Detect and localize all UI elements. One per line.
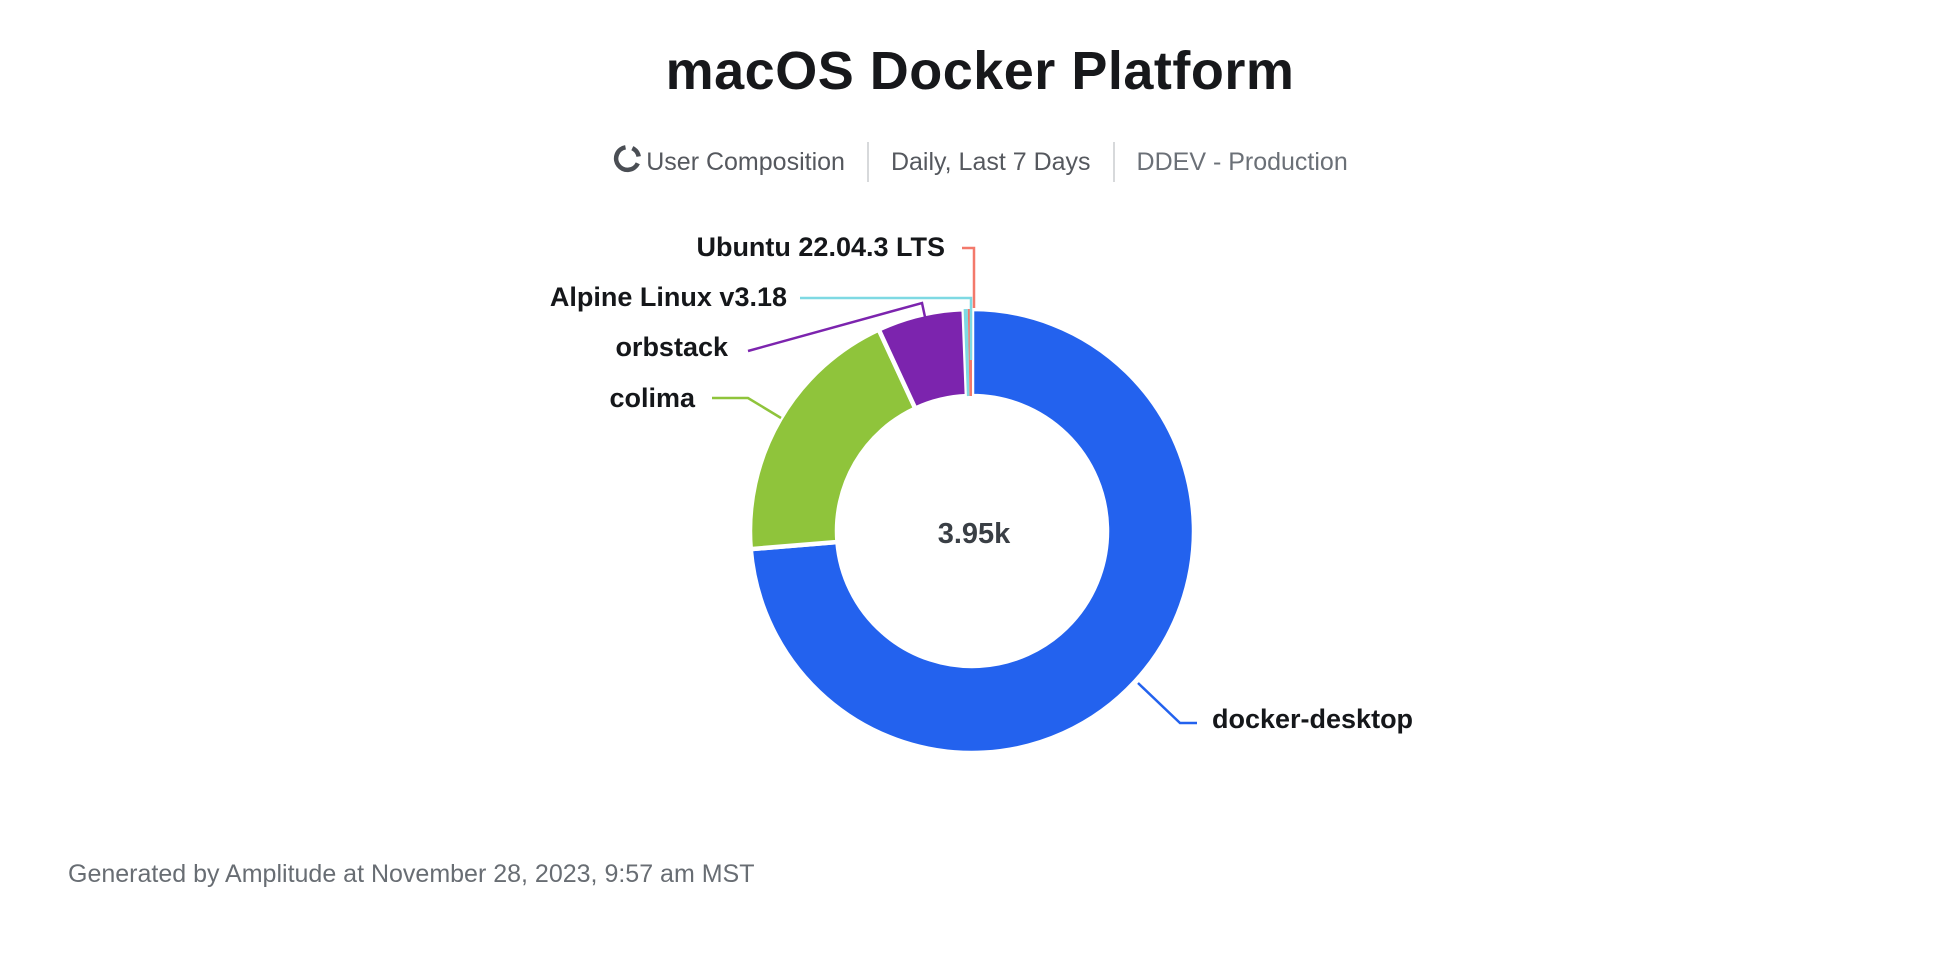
meta-divider: [866, 142, 869, 182]
alpine-leader-line: [800, 296, 973, 360]
meta-date-range-label: Daily, Last 7 Days: [890, 147, 1091, 176]
label-colima: colima: [609, 383, 696, 413]
colima-leader-line: [712, 396, 782, 420]
chart-title: macOS Docker Platform: [665, 41, 1295, 101]
slice-alpine-linux-v3-18[interactable]: [963, 309, 970, 397]
meta-segment-label: DDEV - Production: [1136, 147, 1348, 176]
slice-docker-desktop[interactable]: [748, 306, 1197, 756]
meta-chart-type-label: User Composition: [646, 147, 845, 176]
donut-slices: [747, 306, 1197, 756]
label-ubuntu: Ubuntu 22.04.3 LTS: [696, 232, 945, 262]
docker-desktop-leader-line: [1137, 682, 1197, 725]
meta-chart-type: User Composition: [612, 143, 845, 181]
footer-note: Generated by Amplitude at November 28, 2…: [68, 860, 755, 888]
slice-colima[interactable]: [747, 327, 918, 552]
meta-divider: [1112, 142, 1115, 182]
label-docker-desktop: docker-desktop: [1212, 704, 1413, 734]
meta-segment: DDEV - Production: [1137, 148, 1348, 177]
user-composition-icon: [612, 143, 643, 181]
label-alpine: Alpine Linux v3.18: [550, 282, 787, 312]
donut-center-total: 3.95k: [938, 518, 1011, 550]
label-orbstack: orbstack: [615, 332, 729, 362]
orbstack-leader-line: [747, 301, 927, 353]
meta-row: User Composition Daily, Last 7 Days DDEV…: [0, 142, 1960, 182]
meta-date-range: Daily, Last 7 Days: [891, 148, 1091, 177]
ubuntu-leader-line: [962, 246, 976, 308]
